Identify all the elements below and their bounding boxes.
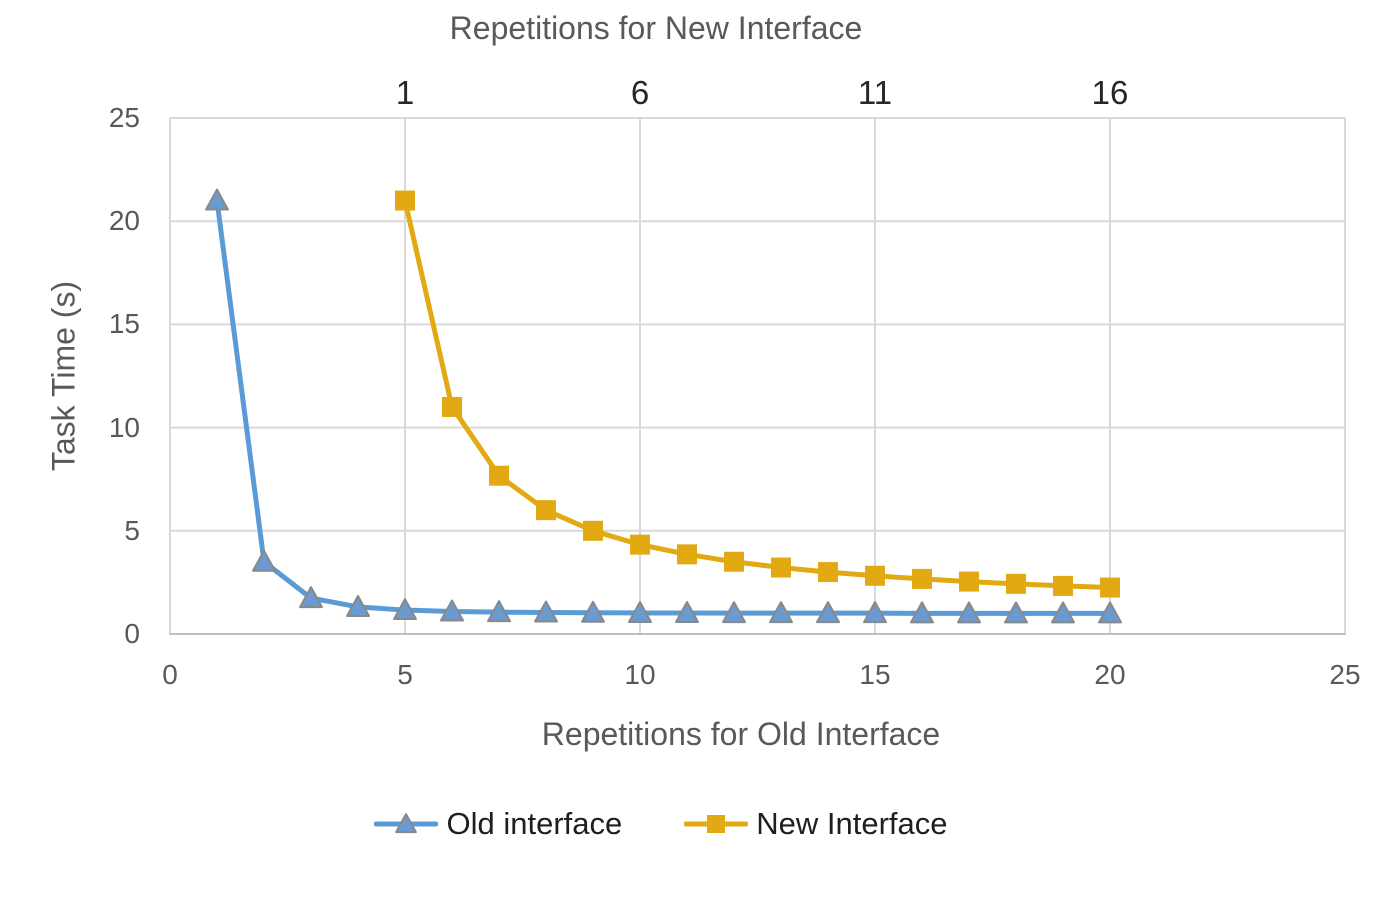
legend-label-new-interface: New Interface [756,806,948,841]
legend-item-old-interface: Old interface [374,806,622,842]
top-axis-title: Repetitions for New Interface [449,10,863,46]
bottom-axis-title: Repetitions for Old Interface [541,716,941,752]
legend-label-old-interface: Old interface [446,806,623,841]
legend-item-new-interface: New Interface [684,806,948,842]
new-interface-legend-marker-icon [684,815,749,833]
legend: Old interface New Interface [0,806,1392,842]
old-interface-legend-marker-icon [374,813,439,834]
